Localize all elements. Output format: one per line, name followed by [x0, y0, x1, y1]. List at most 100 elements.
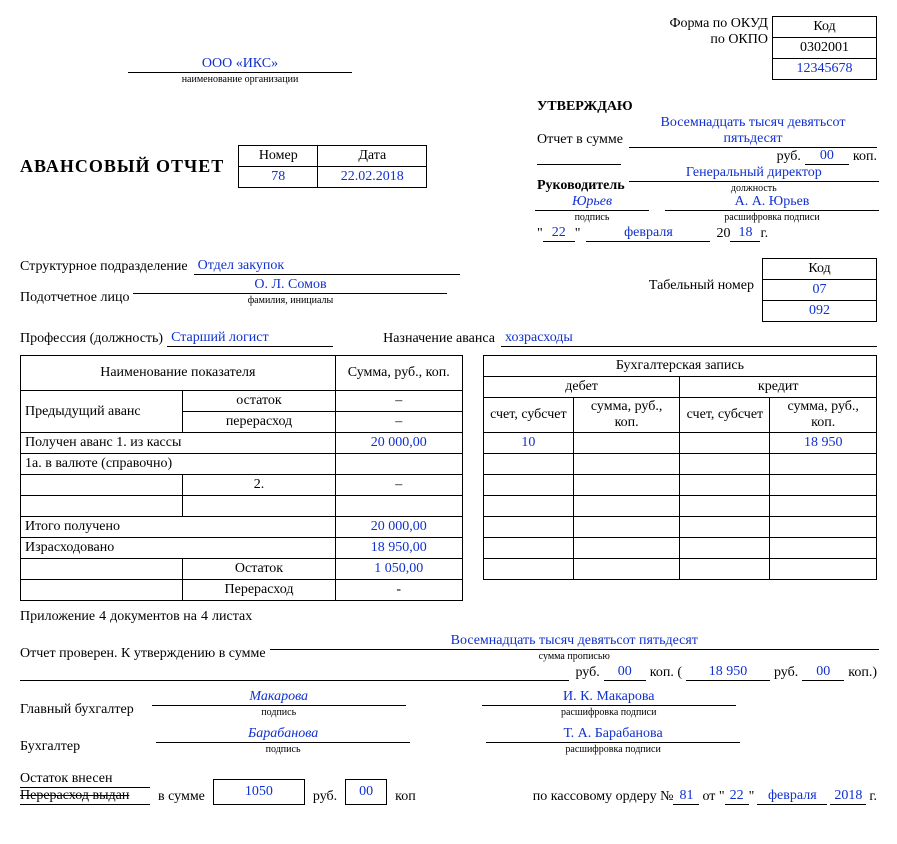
lt-cell: [21, 496, 183, 517]
attach-sheets: 4: [201, 609, 208, 625]
purpose-value: хозрасходы: [501, 330, 877, 347]
verify-label: Отчет проверен. К утверждению в сумме: [20, 646, 266, 662]
rt-cell: [573, 433, 680, 454]
lt-value: -: [335, 580, 462, 601]
foot-a: Остаток внесен: [20, 771, 150, 788]
rt-cell: [483, 538, 573, 559]
person-caption: фамилия, инициалы: [248, 295, 334, 306]
rt-acc2: счет, субсчет: [680, 398, 770, 433]
purpose-label: Назначение аванса: [383, 331, 495, 347]
sign1-label: Главный бухгалтер: [20, 702, 134, 718]
info-code-label: Код: [763, 259, 877, 280]
lt-value: [335, 454, 462, 475]
okud-value: 0302001: [773, 38, 877, 59]
leader-position: Генеральный директор: [629, 165, 879, 182]
right-table: Бухгалтерская запись дебет кредит счет, …: [483, 355, 877, 580]
rt-cell: [573, 454, 680, 475]
rt-cell: [483, 559, 573, 580]
person-label: Подотчетное лицо: [20, 290, 129, 306]
rt-h: Бухгалтерская запись: [483, 356, 876, 377]
sign1-sig-cap: подпись: [261, 707, 296, 718]
rt-cell: [680, 454, 770, 475]
kop-lbl: коп.: [853, 149, 877, 165]
rt-cell: [573, 517, 680, 538]
tab-label: Табельный номер: [645, 278, 758, 294]
date-label: Дата: [318, 146, 427, 167]
okud-label: Форма по ОКУД: [665, 16, 772, 32]
rt-acc1: счет, субсчет: [483, 398, 573, 433]
lt-value: –: [335, 391, 462, 412]
approve-kop: 00: [805, 148, 849, 165]
approve-year: 18: [730, 225, 760, 242]
sign2-label: Бухгалтер: [20, 739, 80, 755]
verify-words: Восемнадцать тысяч девятьсот пятьдесят: [270, 633, 879, 650]
rt-cell: [680, 433, 770, 454]
lt-cell: Перерасход: [183, 580, 335, 601]
verify-words-cap: сумма прописью: [539, 651, 610, 662]
okpo-value: 12345678: [773, 59, 877, 80]
lt-cell: [21, 580, 183, 601]
sum-label: Отчет в сумме: [537, 132, 623, 148]
rt-cell: 10: [483, 433, 573, 454]
rt-cell: [770, 559, 877, 580]
dept-label: Структурное подразделение: [20, 259, 188, 275]
sign2-sig-cap: подпись: [266, 744, 301, 755]
rub-lbl: руб.: [777, 149, 801, 165]
foot-month: февраля: [757, 788, 827, 805]
lt-cell: 1а. в валюте (справочно): [21, 454, 336, 475]
v-kop-lbl: коп. (: [650, 665, 682, 681]
org-caption: наименование организации: [182, 74, 299, 85]
lt-cell: остаток: [183, 391, 335, 412]
rt-cell: [483, 496, 573, 517]
rt-cell: [483, 454, 573, 475]
prof-label: Профессия (должность): [20, 331, 163, 347]
foot-b: Перерасход выдан: [20, 788, 150, 805]
doc-title: АВАНСОВЫЙ ОТЧЕТ: [20, 156, 224, 177]
rt-credit: кредит: [680, 377, 877, 398]
lt-cell: [21, 559, 183, 580]
sign2-dec-cap: расшифровка подписи: [565, 744, 660, 755]
lt-h1: Наименование показателя: [21, 356, 336, 391]
v-amount: 18 950: [686, 664, 770, 681]
v-rub: 00: [604, 664, 646, 681]
rt-cell: [680, 475, 770, 496]
lt-value: 20 000,00: [335, 433, 462, 454]
rt-cell: [573, 496, 680, 517]
decoded-caption: расшифровка подписи: [724, 212, 819, 223]
lt-cell: Итого получено: [21, 517, 336, 538]
foot-order-no: 81: [673, 788, 699, 805]
leader-decoded: А. А. Юрьев: [665, 194, 879, 211]
rt-cell: [680, 517, 770, 538]
dept-value: Отдел закупок: [194, 258, 460, 275]
lt-value: –: [335, 475, 462, 496]
prof-value: Старший логист: [167, 330, 333, 347]
rt-cell: [680, 496, 770, 517]
approve-title: УТВЕРЖДАЮ: [537, 99, 877, 115]
lt-cell: Предыдущий аванс: [21, 391, 183, 433]
sign2-sig: Барабанова: [156, 726, 410, 743]
lt-value: 1 050,00: [335, 559, 462, 580]
rt-cell: [573, 559, 680, 580]
org-name: ООО «ИКС»: [128, 56, 352, 73]
rt-cell: [573, 475, 680, 496]
foot-rub-l: руб.: [313, 789, 337, 805]
rt-cell: [770, 496, 877, 517]
rt-cell: [770, 475, 877, 496]
sign1-sig: Макарова: [152, 689, 406, 706]
leader-label: Руководитель: [537, 178, 625, 194]
foot-day: 22: [725, 788, 749, 805]
rt-cell: [483, 517, 573, 538]
lt-cell: [21, 475, 183, 496]
lt-cell: Остаток: [183, 559, 335, 580]
lt-cell: Получен аванс 1. из кассы: [21, 433, 336, 454]
attach-c: листах: [212, 609, 252, 625]
sum-words-2: [537, 148, 621, 165]
verify-line2: [20, 664, 569, 681]
left-table: Наименование показателя Сумма, руб., коп…: [20, 355, 463, 601]
foot-year: 2018: [830, 788, 866, 805]
foot-from: от ": [702, 789, 724, 805]
doc-date: 22.02.2018: [318, 167, 427, 188]
year-suffix: г.: [760, 226, 768, 242]
rt-cell: [573, 538, 680, 559]
rt-cell: [483, 475, 573, 496]
